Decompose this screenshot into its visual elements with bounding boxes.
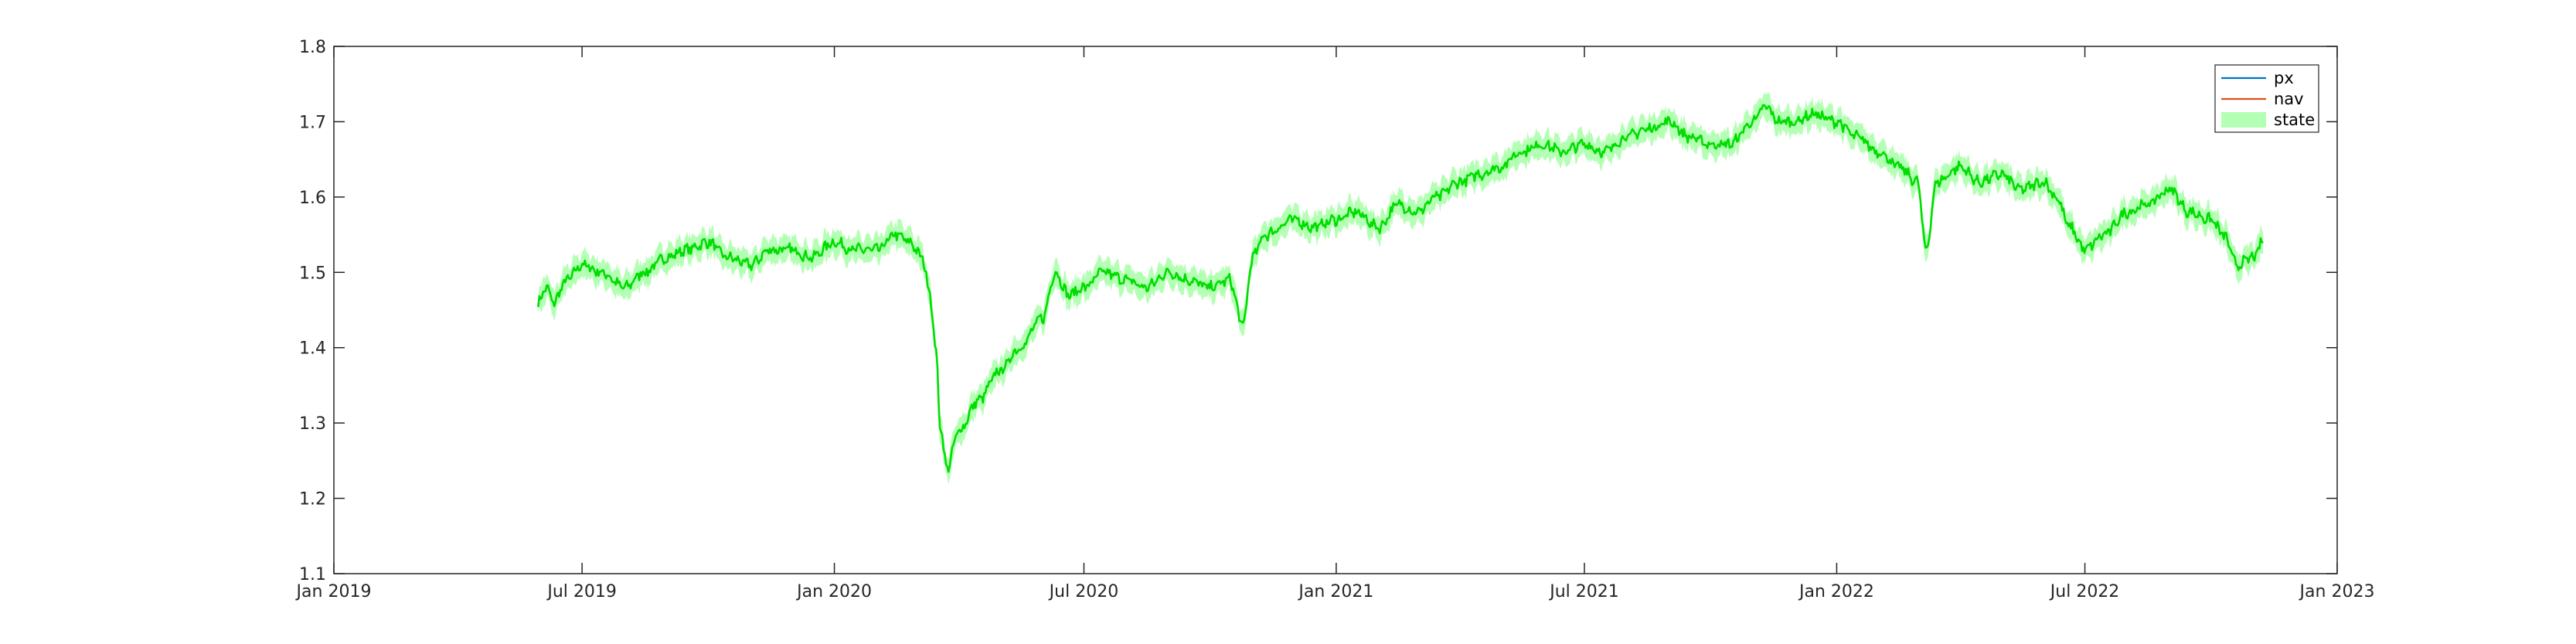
legend-label-state: state bbox=[2274, 111, 2315, 129]
y-tick-label: 1.2 bbox=[299, 490, 326, 509]
x-tick-label: Jul 2022 bbox=[2049, 582, 2120, 601]
legend-items: px nav state bbox=[2221, 69, 2315, 129]
y-tick-label: 1.6 bbox=[299, 189, 326, 208]
x-tick-label: Jul 2020 bbox=[1048, 582, 1119, 601]
x-tick-labels: Jan 2019 Jul 2019 Jan 2020 Jul 2020 Jan 2021… bbox=[295, 582, 2375, 601]
state-line bbox=[537, 104, 2264, 473]
state-line-layer bbox=[537, 104, 2264, 473]
x-tick-label: Jan 2019 bbox=[295, 582, 372, 601]
axis-ticks bbox=[333, 46, 2338, 574]
x-tick-label: Jan 2021 bbox=[1297, 582, 1373, 601]
axes-box bbox=[333, 46, 2338, 574]
x-tick-label: Jul 2021 bbox=[1548, 582, 1619, 601]
y-tick-label: 1.5 bbox=[299, 264, 326, 283]
x-tick-label: Jul 2019 bbox=[546, 582, 617, 601]
legend-swatch-state bbox=[2221, 112, 2266, 128]
y-tick-label: 1.7 bbox=[299, 113, 326, 132]
legend-label-px: px bbox=[2274, 69, 2294, 87]
legend-label-nav: nav bbox=[2274, 90, 2304, 108]
y-tick-label: 1.8 bbox=[299, 38, 326, 57]
y-tick-label: 1.4 bbox=[299, 339, 326, 359]
axes-background bbox=[334, 46, 2337, 574]
x-tick-label: Jan 2023 bbox=[2299, 582, 2375, 601]
y-tick-label: 1.3 bbox=[299, 414, 326, 434]
y-tick-label: 1.1 bbox=[299, 565, 326, 584]
y-tick-labels: 1.1 1.2 1.3 1.4 1.5 1.6 1.7 1.8 bbox=[299, 38, 326, 584]
legend: px nav state bbox=[2214, 64, 2319, 133]
x-tick-label: Jan 2022 bbox=[1798, 582, 1874, 601]
x-tick-label: Jan 2020 bbox=[795, 582, 872, 601]
plot-area: Jan 2019 Jul 2019 Jan 2020 Jul 2020 Jan 2021… bbox=[295, 38, 2375, 601]
